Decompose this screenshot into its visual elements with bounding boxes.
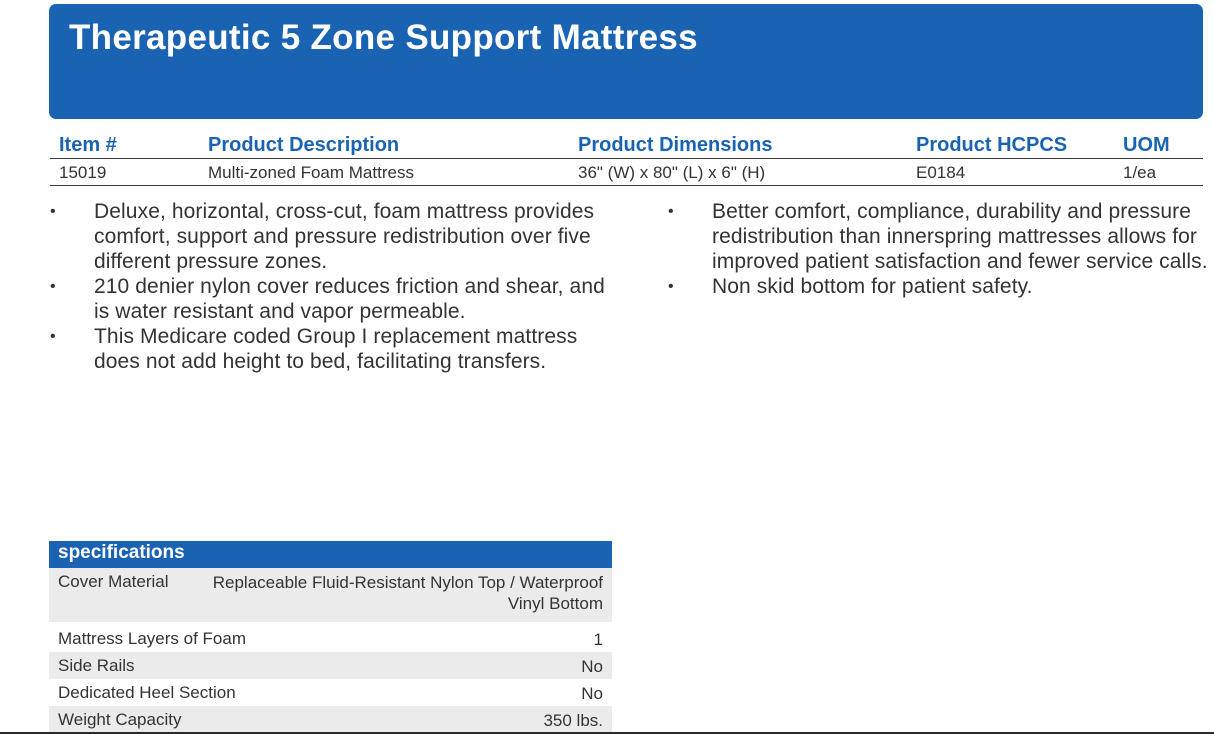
product-table: Item # Product Description Product Dimen…	[50, 132, 1203, 186]
list-item: • Deluxe, horizontal, cross-cut, foam ma…	[50, 199, 610, 274]
spec-value: Replaceable Fluid-Resistant Nylon Top / …	[212, 573, 603, 613]
spec-value: 350 lbs.	[543, 711, 603, 730]
column-header-item: Item #	[59, 134, 117, 156]
feature-text: 210 denier nylon cover reduces friction …	[94, 275, 605, 323]
column-header-description: Product Description	[208, 134, 400, 156]
divider	[0, 732, 1214, 734]
bullet-icon: •	[668, 278, 674, 295]
spec-value: No	[581, 684, 603, 703]
column-header-dimensions: Product Dimensions	[578, 134, 773, 156]
title-banner: Therapeutic 5 Zone Support Mattress	[49, 4, 1203, 119]
product-hcpcs: E0184	[916, 163, 966, 182]
feature-text: This Medicare coded Group I replacement …	[94, 325, 578, 373]
spec-row-weight-capacity: Weight Capacity 350 lbs.	[49, 706, 612, 732]
spec-row-foam-layers: Mattress Layers of Foam 1	[49, 625, 612, 652]
specifications-title: specifications	[49, 541, 612, 568]
list-item: • This Medicare coded Group I replacemen…	[50, 324, 610, 374]
product-description: Multi-zoned Foam Mattress	[208, 163, 414, 182]
spec-value: 1	[593, 630, 603, 649]
bullet-icon: •	[50, 203, 56, 220]
bullet-icon: •	[50, 328, 56, 345]
spec-label: Dedicated Heel Section	[58, 683, 236, 702]
list-item: • Better comfort, compliance, durability…	[668, 199, 1208, 274]
spec-row-heel-section: Dedicated Heel Section No	[49, 679, 612, 706]
spec-label: Side Rails	[58, 656, 135, 675]
page-title: Therapeutic 5 Zone Support Mattress	[69, 18, 698, 57]
specifications-table: specifications Cover Material Replaceabl…	[49, 541, 612, 732]
item-number: 15019	[59, 163, 107, 182]
spec-row-side-rails: Side Rails No	[49, 652, 612, 679]
feature-list-right: • Better comfort, compliance, durability…	[668, 199, 1208, 299]
list-item: • 210 denier nylon cover reduces frictio…	[50, 274, 610, 324]
feature-text: Non skid bottom for patient safety.	[712, 275, 1033, 298]
spec-label: Cover Material	[58, 572, 169, 591]
column-header-hcpcs: Product HCPCS	[916, 134, 1068, 156]
product-dimensions: 36" (W) x 80" (L) x 6" (H)	[578, 163, 766, 182]
spec-value: No	[581, 657, 603, 676]
table-row: 15019 Multi-zoned Foam Mattress 36" (W) …	[50, 159, 1203, 186]
feature-text: Deluxe, horizontal, cross-cut, foam matt…	[94, 200, 595, 273]
list-item: • Non skid bottom for patient safety.	[668, 274, 1208, 299]
spec-label: Mattress Layers of Foam	[58, 629, 247, 648]
spec-row-cover-material: Cover Material Replaceable Fluid-Resista…	[49, 568, 612, 622]
product-table-header: Item # Product Description Product Dimen…	[50, 132, 1203, 159]
bullet-icon: •	[50, 278, 56, 295]
product-uom: 1/ea	[1123, 163, 1157, 182]
column-header-uom: UOM	[1123, 134, 1170, 156]
feature-list-left: • Deluxe, horizontal, cross-cut, foam ma…	[50, 199, 610, 374]
feature-text: Better comfort, compliance, durability a…	[712, 200, 1208, 273]
bullet-icon: •	[668, 203, 674, 220]
spec-label: Weight Capacity	[58, 710, 182, 729]
